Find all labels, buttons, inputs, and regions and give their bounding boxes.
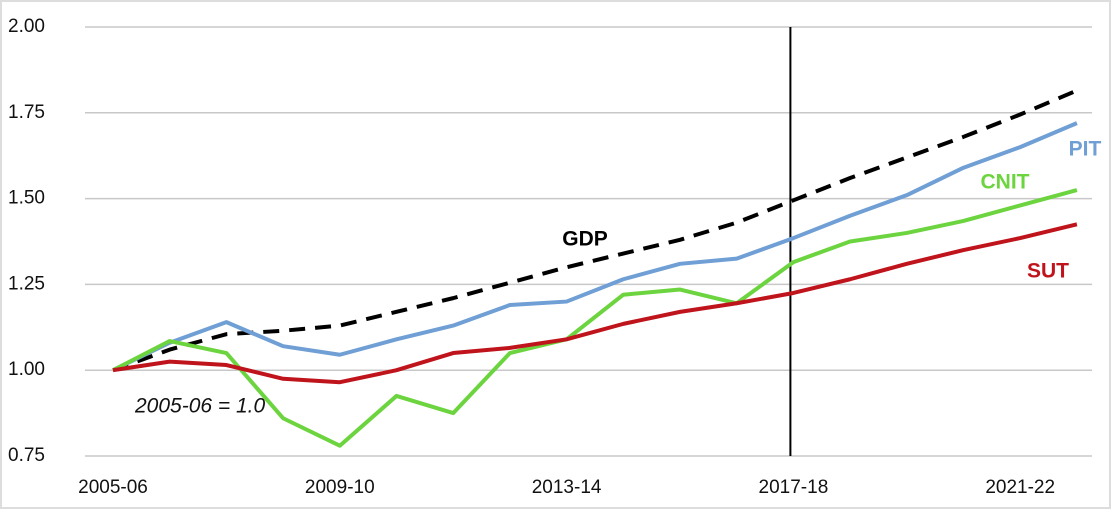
series-line (112, 222, 1078, 385)
y-tick-label: 1.75 (8, 102, 45, 123)
x-tick-label: 2009-10 (305, 477, 375, 498)
y-tick-label: 1.50 (8, 188, 45, 209)
x-tick-label: 2021-22 (985, 477, 1055, 498)
series-label: CNIT (981, 171, 1030, 194)
series-label: GDP (562, 228, 608, 251)
series-line (112, 88, 1078, 373)
x-tick-label: 2017-18 (759, 477, 829, 498)
annotation: 2005-06 = 1.0 (134, 395, 266, 418)
y-tick-label: 2.00 (8, 16, 45, 37)
y-tick-label: 1.00 (8, 359, 45, 380)
x-tick-label: 2013-14 (532, 477, 602, 498)
y-tick-label: 1.25 (8, 273, 45, 294)
series-label: SUT (1027, 260, 1069, 283)
x-tick-label: 2005-06 (78, 477, 148, 498)
y-tick-label: 0.75 (8, 445, 45, 466)
series-line (112, 121, 1078, 373)
series-label: PIT (1069, 138, 1102, 161)
series-line (112, 188, 1078, 448)
